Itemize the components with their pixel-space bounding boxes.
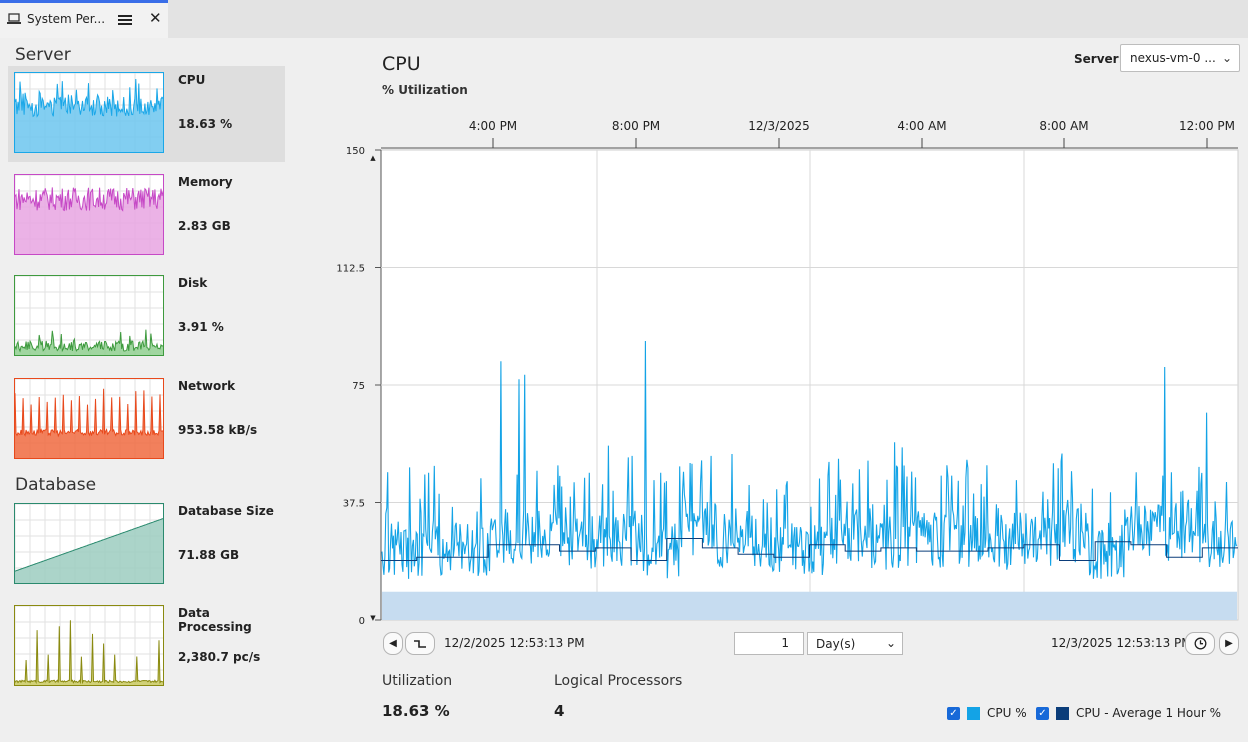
- card-name: Disk: [178, 276, 208, 290]
- sparkline-data-processing: [14, 605, 164, 686]
- tab-system-performance[interactable]: System Per... ✕: [0, 0, 168, 38]
- range-start: 12/2/2025 12:53:13 PM: [444, 636, 585, 650]
- chevron-down-icon: ⌄: [886, 636, 897, 650]
- step-toggle-button[interactable]: [405, 632, 435, 655]
- card-database-size[interactable]: Database Size 71.88 GB: [8, 497, 285, 593]
- server-label: Server:: [1074, 52, 1124, 66]
- database-heading: Database: [15, 475, 97, 495]
- range-unit-value: Day(s): [816, 637, 856, 651]
- card-value: 2,380.7 pc/s: [178, 650, 261, 664]
- card-name: Memory: [178, 175, 233, 189]
- legend-label: CPU %: [987, 706, 1027, 720]
- range-count-input[interactable]: 1: [734, 632, 804, 655]
- y-tick-label: 75: [352, 381, 365, 392]
- card-data-processing[interactable]: Data Processing 2,380.7 pc/s: [8, 599, 285, 695]
- card-value: 2.83 GB: [178, 219, 231, 233]
- close-icon[interactable]: ✕: [149, 9, 162, 27]
- server-select[interactable]: nexus-vm-0 ... ⌄: [1120, 44, 1240, 72]
- checkbox-checked-icon[interactable]: ✓: [1036, 707, 1049, 720]
- card-value: 71.88 GB: [178, 548, 240, 562]
- range-unit-select[interactable]: Day(s) ⌄: [807, 632, 903, 655]
- x-tick-label: 8:00 PM: [612, 119, 660, 133]
- server-select-value: nexus-vm-0 ...: [1130, 51, 1216, 65]
- x-tick-label: 12/3/2025: [748, 119, 810, 133]
- tab-strip: System Per... ✕: [0, 0, 1248, 38]
- page-title: CPU: [382, 53, 421, 75]
- cpu-area-fill: [382, 591, 1237, 620]
- card-value: 18.63 %: [178, 117, 233, 131]
- card-name: CPU: [178, 73, 206, 87]
- hamburger-menu-icon[interactable]: [118, 14, 132, 26]
- scroll-down-icon: ▼: [370, 614, 376, 622]
- card-name: Data Processing: [178, 606, 252, 634]
- y-tick-label: 0: [359, 616, 365, 627]
- sparkline-database-size: [14, 503, 164, 584]
- card-value: 3.91 %: [178, 320, 224, 334]
- y-tick-label: 112.5: [336, 264, 365, 275]
- stat-logical-processors-label: Logical Processors: [554, 673, 683, 689]
- x-tick-label: 8:00 AM: [1039, 119, 1088, 133]
- card-disk[interactable]: Disk 3.91 %: [8, 269, 285, 365]
- legend-swatch: [967, 707, 980, 720]
- card-memory[interactable]: Memory 2.83 GB: [8, 168, 285, 264]
- x-tick-label: 12:00 PM: [1179, 119, 1235, 133]
- sparkline-memory: [14, 174, 164, 255]
- chevron-down-icon: ⌄: [1222, 51, 1233, 65]
- previous-range-button[interactable]: ◀: [383, 632, 403, 655]
- stat-utilization-value: 18.63 %: [382, 702, 450, 720]
- checkbox-checked-icon[interactable]: ✓: [947, 707, 960, 720]
- chart-subtitle: % Utilization: [382, 83, 468, 97]
- clock-icon: [1194, 637, 1206, 650]
- card-value: 953.58 kB/s: [178, 423, 258, 437]
- server-heading: Server: [15, 45, 71, 65]
- cpu-chart: 4:00 PM 8:00 PM 12/3/2025 4:00 AM 8:00 AM 12:…: [336, 119, 1239, 627]
- legend-label: CPU - Average 1 Hour %: [1076, 706, 1222, 720]
- tab-title: System Per...: [27, 12, 106, 26]
- scroll-up-icon: ▲: [370, 154, 376, 162]
- range-end: 12/3/2025 12:53:13 PM: [1051, 636, 1192, 650]
- sparkline-cpu: [14, 72, 164, 153]
- sparkline-disk: [14, 275, 164, 356]
- cpu-series-line: [381, 340, 1238, 579]
- stat-logical-processors-value: 4: [554, 702, 565, 720]
- x-tick-label: 4:00 PM: [469, 119, 517, 133]
- card-network[interactable]: Network 953.58 kB/s: [8, 372, 285, 468]
- stat-utilization-label: Utilization: [382, 673, 453, 689]
- step-icon: [414, 640, 426, 648]
- x-tick-label: 4:00 AM: [897, 119, 946, 133]
- legend-swatch: [1056, 707, 1069, 720]
- cpu-average-series-line: [381, 538, 1238, 561]
- y-tick-label: 37.5: [343, 499, 365, 510]
- card-name: Database Size: [178, 504, 274, 518]
- now-button[interactable]: [1185, 632, 1215, 655]
- y-tick-label: 150: [346, 146, 365, 157]
- card-cpu[interactable]: CPU 18.63 %: [8, 66, 285, 162]
- card-name: Network: [178, 379, 236, 393]
- sparkline-network: [14, 378, 164, 459]
- next-range-button[interactable]: ▶: [1219, 632, 1239, 655]
- laptop-icon: [7, 13, 21, 24]
